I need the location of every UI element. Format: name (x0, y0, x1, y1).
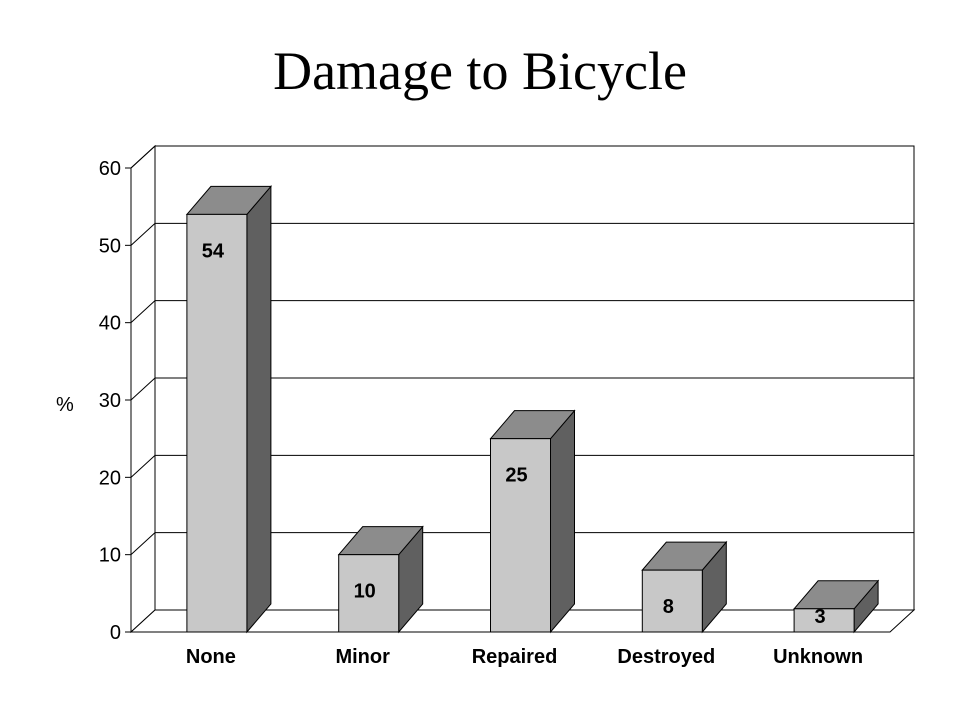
y-tick-labels: 0 10 20 30 40 50 60 (99, 158, 121, 644)
x-tick-label: Repaired (472, 646, 558, 668)
bar-front (490, 438, 551, 633)
bar-front (641, 569, 703, 633)
y-tick-label: 0 (110, 622, 121, 644)
x-tick-label: Minor (335, 646, 390, 668)
data-label: 54 (202, 240, 225, 262)
bar: 3 (793, 579, 880, 634)
data-label: 8 (663, 596, 674, 618)
y-tick-label: 40 (99, 313, 121, 335)
y-axis-label: % (56, 394, 74, 416)
gridline (130, 377, 914, 401)
y-tick-label: 30 (99, 390, 121, 412)
bar: 10 (337, 525, 424, 634)
bar-side (550, 409, 575, 634)
gridlines (125, 145, 914, 633)
y-tick-label: 10 (99, 545, 121, 567)
bar-front (338, 554, 400, 633)
bar-front (186, 213, 248, 633)
y-tick-label: 60 (99, 158, 121, 180)
y-tick-label: 50 (99, 235, 121, 257)
data-label: 3 (815, 606, 826, 628)
bar: 8 (641, 540, 728, 634)
gridline (130, 222, 914, 246)
chart-title: Damage to Bicycle (273, 41, 687, 101)
x-tick-label: Destroyed (617, 646, 715, 668)
data-label: 10 (354, 581, 376, 603)
bars: 54 10 25 8 3 (185, 185, 880, 634)
bar: 54 (185, 185, 272, 634)
gridline (130, 300, 914, 324)
x-tick-label: None (186, 646, 236, 668)
bar-front (793, 608, 855, 633)
y-tick-label: 20 (99, 467, 121, 489)
x-tick-labels: None Minor Repaired Destroyed Unknown (186, 646, 863, 668)
bar-side (246, 185, 272, 634)
data-label: 25 (505, 465, 527, 487)
x-tick-label: Unknown (773, 646, 863, 668)
gridline (130, 532, 914, 556)
gridline (130, 145, 914, 169)
gridline (130, 454, 914, 478)
bar: 25 (489, 409, 576, 634)
